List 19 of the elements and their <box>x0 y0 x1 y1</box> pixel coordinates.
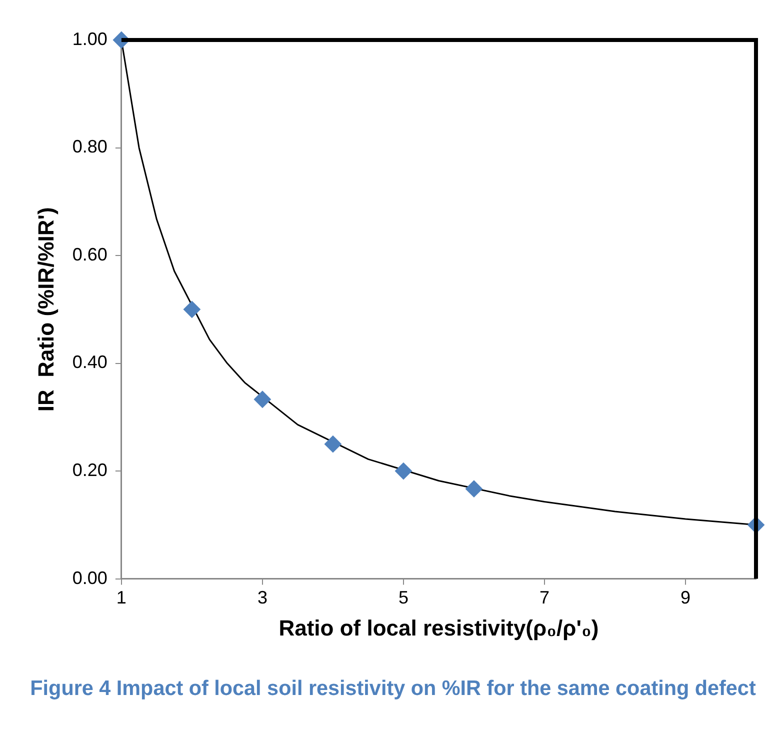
point <box>324 436 342 453</box>
point <box>254 390 271 408</box>
x-tick-label: 5 <box>398 588 408 608</box>
point <box>394 462 412 480</box>
y-tick-label: 0.00 <box>72 568 108 588</box>
y-axis-title: IR Ratio (%IR/%IR') <box>33 207 58 412</box>
point <box>183 300 200 318</box>
point <box>465 480 482 498</box>
y-tick-label: 0.60 <box>72 244 108 264</box>
x-tick-label: 1 <box>116 588 126 608</box>
y-tick-label: 1.00 <box>72 28 108 49</box>
x-tick-label: 9 <box>680 588 690 608</box>
y-tick-label: 0.80 <box>72 136 108 157</box>
x-tick-label: 7 <box>539 588 550 608</box>
y-tick-label: 0.20 <box>72 460 108 480</box>
x-axis-title: Ratio of local resistivity(ρ₀/ρ'₀) <box>278 616 599 641</box>
text: Figure 4 Impact of local soil resistivity on %IR for the same coating defect <box>30 677 756 700</box>
x-tick-label: 3 <box>257 588 268 608</box>
y-tick-label: 0.40 <box>72 352 108 372</box>
